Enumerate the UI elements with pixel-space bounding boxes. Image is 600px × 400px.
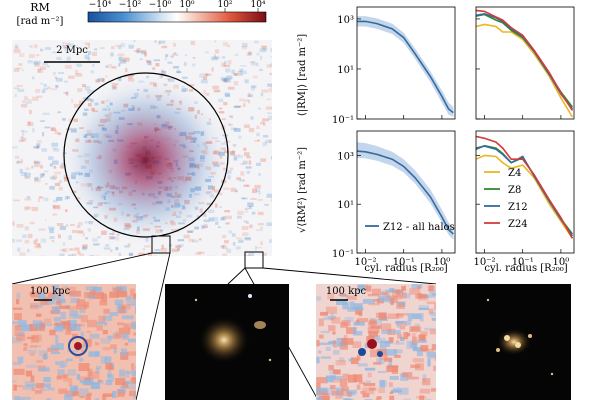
plot-panel-bottom-right: 10⁻² 10⁻¹ 10⁰	[473, 130, 575, 268]
legend-left: Z12 - all halos	[365, 222, 455, 233]
colorbar-tick-label: 10²	[217, 0, 232, 10]
x-tick-label: 10⁻²	[354, 257, 376, 268]
legend-label: Z12	[508, 202, 528, 213]
x-tick-label: 10⁻¹	[512, 257, 534, 268]
series-line-z24	[476, 135, 574, 239]
y-tick-label: 10¹	[337, 200, 354, 211]
x-tick-label: 10⁰	[553, 257, 570, 268]
rm-map: 2 Mpc	[12, 40, 272, 269]
r200-circle	[63, 72, 229, 238]
x-tick-label: 10⁰	[434, 257, 451, 268]
series-line-z4	[476, 23, 574, 118]
x-tick-label: 10⁻¹	[393, 257, 415, 268]
scalebar-zoom-2-label: 100 kpc	[326, 286, 367, 297]
legend-label: Z12 - all halos	[383, 222, 455, 233]
colorbar-label-2: [rad m⁻²]	[17, 16, 64, 27]
colorbar: RM [rad m⁻²] −10⁴ −10² −10⁰ 10⁰ 10² 10⁴	[17, 0, 267, 27]
galaxy-image-1	[165, 284, 289, 400]
y-tick-label: 10⁻¹	[332, 115, 354, 126]
xlabel-right: cyl. radius [R₂₀₀]	[484, 263, 567, 274]
zoom-rm-panel-1: 100 kpc	[12, 284, 136, 400]
legend-right: Z4 Z8 Z12 Z24	[484, 168, 528, 230]
zoom-rm-panel-2: 100 kpc	[316, 284, 436, 400]
series-line-z12	[476, 12, 574, 110]
legend-label: Z4	[508, 168, 521, 179]
zoom-box-1	[151, 235, 171, 254]
x-tick-label: 10⁻²	[473, 257, 495, 268]
y-tick-label: 10³	[337, 151, 354, 162]
legend-label: Z8	[508, 185, 521, 196]
ylabel-bottom: √⟨RM²⟩ [rad m⁻²]	[297, 147, 308, 233]
series-line-z4	[476, 154, 574, 239]
colorbar-tick-label: −10²	[119, 0, 142, 10]
colorbar-tick-label: 10⁴	[250, 0, 265, 10]
y-tick-label: 10³	[337, 15, 354, 26]
colorbar-tick-label: −10⁴	[89, 0, 112, 10]
galaxy-image-2	[457, 284, 571, 400]
profile-plots: ⟨|RM|⟩ [rad m⁻²] √⟨RM²⟩ [rad m⁻²] cyl. r…	[297, 6, 575, 274]
colorbar-label-1: RM	[30, 1, 50, 14]
plot-panel-top-left: 10³ 10¹ 10⁻¹	[332, 6, 456, 126]
colorbar-tick-label: 10⁰	[179, 0, 194, 10]
y-tick-label: 10¹	[337, 65, 354, 76]
series-line-z12	[357, 20, 454, 114]
scatter-band	[357, 16, 454, 118]
colorbar-gradient	[87, 11, 267, 23]
scalebar-zoom-1-label: 100 kpc	[30, 286, 71, 297]
colorbar-ticks: −10⁴ −10² −10⁰ 10⁰ 10² 10⁴	[89, 0, 266, 12]
scalebar-main-label: 2 Mpc	[56, 45, 88, 56]
zoom-box-2	[244, 251, 264, 269]
ylabel-top: ⟨|RM|⟩ [rad m⁻²]	[297, 34, 308, 116]
colorbar-tick-label: −10⁰	[149, 0, 172, 10]
plot-panel-top-right	[475, 6, 575, 120]
y-tick-label: 10⁻¹	[332, 249, 354, 260]
series-line-z24	[476, 9, 574, 111]
series-line-z12	[357, 150, 454, 235]
xlabel-left: cyl. radius [R₂₀₀]	[364, 263, 447, 274]
legend-label: Z24	[508, 219, 528, 230]
